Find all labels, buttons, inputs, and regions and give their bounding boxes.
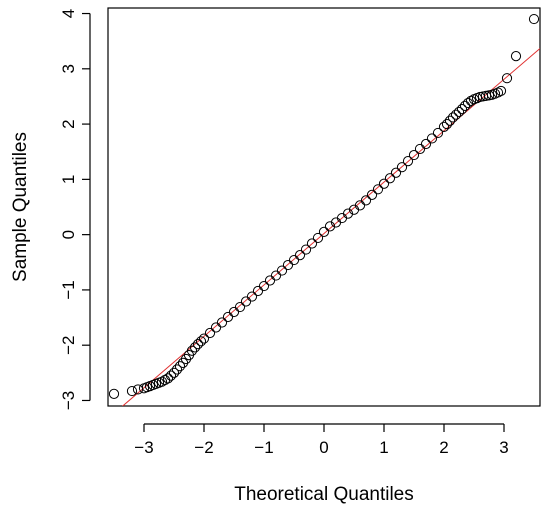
y-tick-label: 0 [59, 230, 78, 239]
data-point [495, 85, 507, 97]
data-point [390, 167, 402, 178]
data-point [396, 162, 408, 173]
data-point [228, 306, 240, 318]
data-point [528, 13, 540, 25]
data-point [180, 353, 192, 365]
data-point [189, 342, 201, 353]
data-point [270, 270, 282, 281]
data-point [252, 285, 264, 297]
data-point [402, 156, 414, 167]
data-point [210, 322, 222, 333]
plot-box [107, 7, 541, 407]
y-tick-label: −3 [59, 391, 78, 410]
data-point [192, 338, 204, 350]
data-point [447, 112, 459, 123]
data-point [300, 244, 312, 255]
data-point [288, 254, 300, 266]
data-point [156, 376, 168, 387]
data-point [198, 333, 210, 344]
data-point [177, 357, 189, 368]
data-point [459, 100, 471, 111]
data-point [195, 336, 207, 347]
data-points [108, 13, 540, 399]
data-point [426, 133, 438, 144]
y-tick-label: 3 [59, 64, 78, 73]
data-point [234, 301, 246, 313]
data-point [171, 364, 183, 375]
data-point [510, 50, 522, 62]
data-point [441, 118, 453, 130]
data-point [204, 327, 216, 339]
data-point [408, 149, 420, 161]
x-tick-label: 2 [439, 438, 448, 457]
data-point [222, 311, 234, 323]
data-point [312, 232, 324, 244]
data-point [162, 373, 174, 384]
data-point [450, 109, 462, 120]
data-point [324, 221, 336, 232]
data-point [294, 249, 306, 261]
x-axis: −3 −2 −1 0 1 2 3 [134, 423, 509, 457]
x-axis-title: Theoretical Quantiles [234, 484, 414, 505]
data-point [108, 388, 120, 399]
data-point [240, 296, 252, 307]
data-point [360, 195, 372, 206]
x-tick-label: −1 [254, 438, 273, 457]
data-point [186, 345, 198, 356]
x-tick-label: 1 [379, 438, 388, 457]
plot-frame [107, 7, 541, 407]
data-point [306, 238, 318, 249]
y-axis: −3 −2 −1 0 1 2 3 4 [59, 9, 91, 410]
data-point [342, 208, 354, 219]
data-point [465, 95, 477, 106]
data-point [414, 143, 426, 155]
y-tick-label: −1 [59, 280, 78, 299]
data-point [378, 178, 390, 189]
data-point [492, 87, 504, 98]
data-point [453, 106, 465, 118]
data-point [318, 226, 330, 237]
data-point [462, 97, 474, 109]
data-point [501, 73, 513, 84]
data-point [456, 104, 468, 115]
reference-line-group [121, 48, 540, 406]
data-point [258, 280, 270, 292]
data-point [438, 121, 450, 132]
y-tick-label: −2 [59, 335, 78, 354]
reference-line [121, 48, 540, 406]
data-point [126, 385, 138, 397]
data-point [432, 127, 444, 139]
data-point [444, 115, 456, 126]
data-point [174, 361, 186, 372]
data-point [420, 138, 432, 150]
x-tick-label: 0 [319, 438, 328, 457]
data-point [276, 265, 288, 276]
y-axis-title: Sample Quantiles [10, 132, 31, 282]
y-tick-label: 2 [59, 119, 78, 128]
data-point [246, 291, 258, 302]
data-point [366, 189, 378, 200]
data-point [354, 200, 366, 211]
x-tick-label: 3 [499, 438, 508, 457]
x-tick-label: −3 [134, 438, 153, 457]
data-point [165, 370, 177, 381]
data-point [384, 173, 396, 184]
x-tick-label: −2 [194, 438, 213, 457]
data-point [282, 259, 294, 271]
y-tick-label: 1 [59, 175, 78, 184]
y-tick-label: 4 [59, 9, 78, 18]
data-point [264, 275, 276, 286]
data-point [372, 184, 384, 195]
data-point [168, 367, 180, 378]
data-point [216, 317, 228, 328]
